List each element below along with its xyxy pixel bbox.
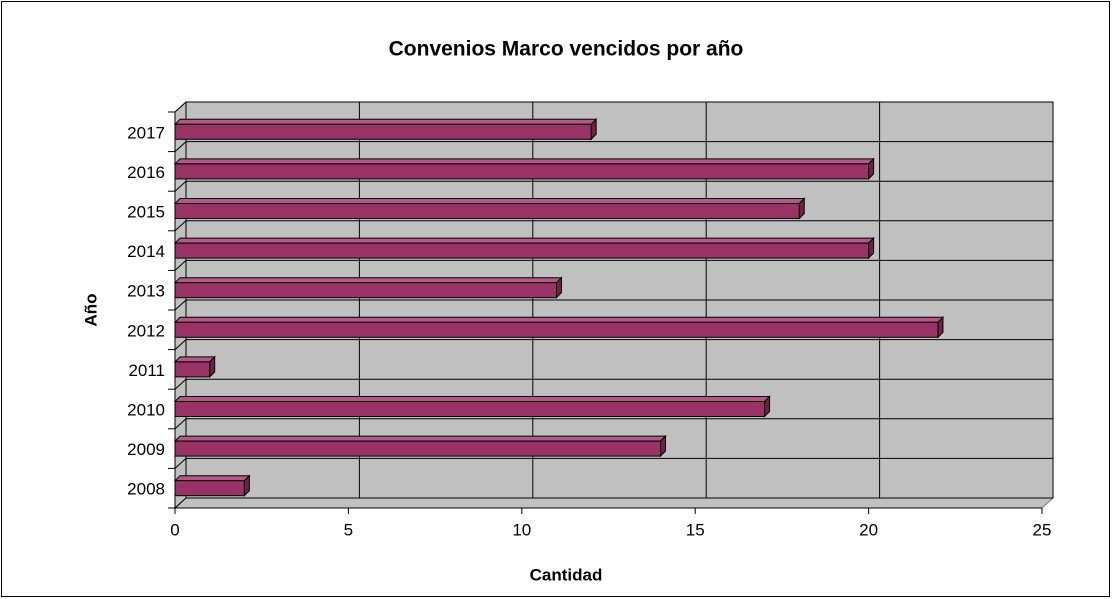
bar-top [173,118,598,125]
bar-front [174,440,662,457]
y-tick-label: 2013 [127,282,165,301]
bar [173,276,563,299]
bar-top [173,158,875,165]
side-grid [174,458,187,469]
side-grid [174,220,187,232]
bar [173,316,945,339]
x-tick-label: 25 [1033,520,1052,539]
bar-front [174,123,592,140]
y-axis-label: Año [81,293,100,326]
bar-front [174,401,766,417]
bar [173,395,771,418]
bar [173,157,875,181]
bar [173,197,806,220]
bar-front [174,321,939,338]
bar-front [174,242,870,259]
bar-top [173,277,563,284]
side-grid [174,378,187,390]
y-tick-label: 2011 [128,361,165,380]
x-axis-label: Cantidad [530,565,603,584]
y-tick-label: 2015 [127,202,165,221]
bar-front [174,361,211,378]
side-grid [174,101,187,113]
y-tick-label: 2014 [127,242,165,261]
side-grid [174,299,187,311]
side-grid [174,497,187,509]
side-grid [174,180,187,192]
bar-front [174,480,245,497]
y-tick-label: 2017 [127,123,165,142]
x-tick-label: 5 [344,520,353,539]
bar-top [173,356,216,363]
bar-front [174,282,557,299]
bar-top [173,475,251,482]
floor [173,497,1055,509]
bar-top [173,198,806,204]
x-tick-label: 0 [170,520,179,539]
y-tick-label: 2009 [127,440,165,459]
bar-top [173,435,667,442]
side-grid [174,260,187,271]
x-tick-label: 20 [859,520,878,539]
bar [173,355,216,379]
side-grid [174,418,187,430]
bar-top [173,396,771,402]
y-tick-label: 2010 [127,400,165,419]
y-tick-label: 2008 [127,480,165,499]
x-tick-label: 15 [686,520,705,539]
bar [173,118,598,141]
bar [173,236,875,260]
bar-front [174,163,870,180]
bar-front [174,203,800,219]
bar [173,434,667,458]
x-tick-label: 10 [512,520,531,539]
bar-top [173,237,875,244]
bar-top [173,316,945,323]
chart-title: Convenios Marco vencidos por año [389,38,744,61]
bar [173,474,251,497]
side-grid [174,141,187,152]
side-grid [174,339,187,350]
y-tick-label: 2012 [127,321,165,340]
y-tick-label: 2016 [127,163,165,182]
